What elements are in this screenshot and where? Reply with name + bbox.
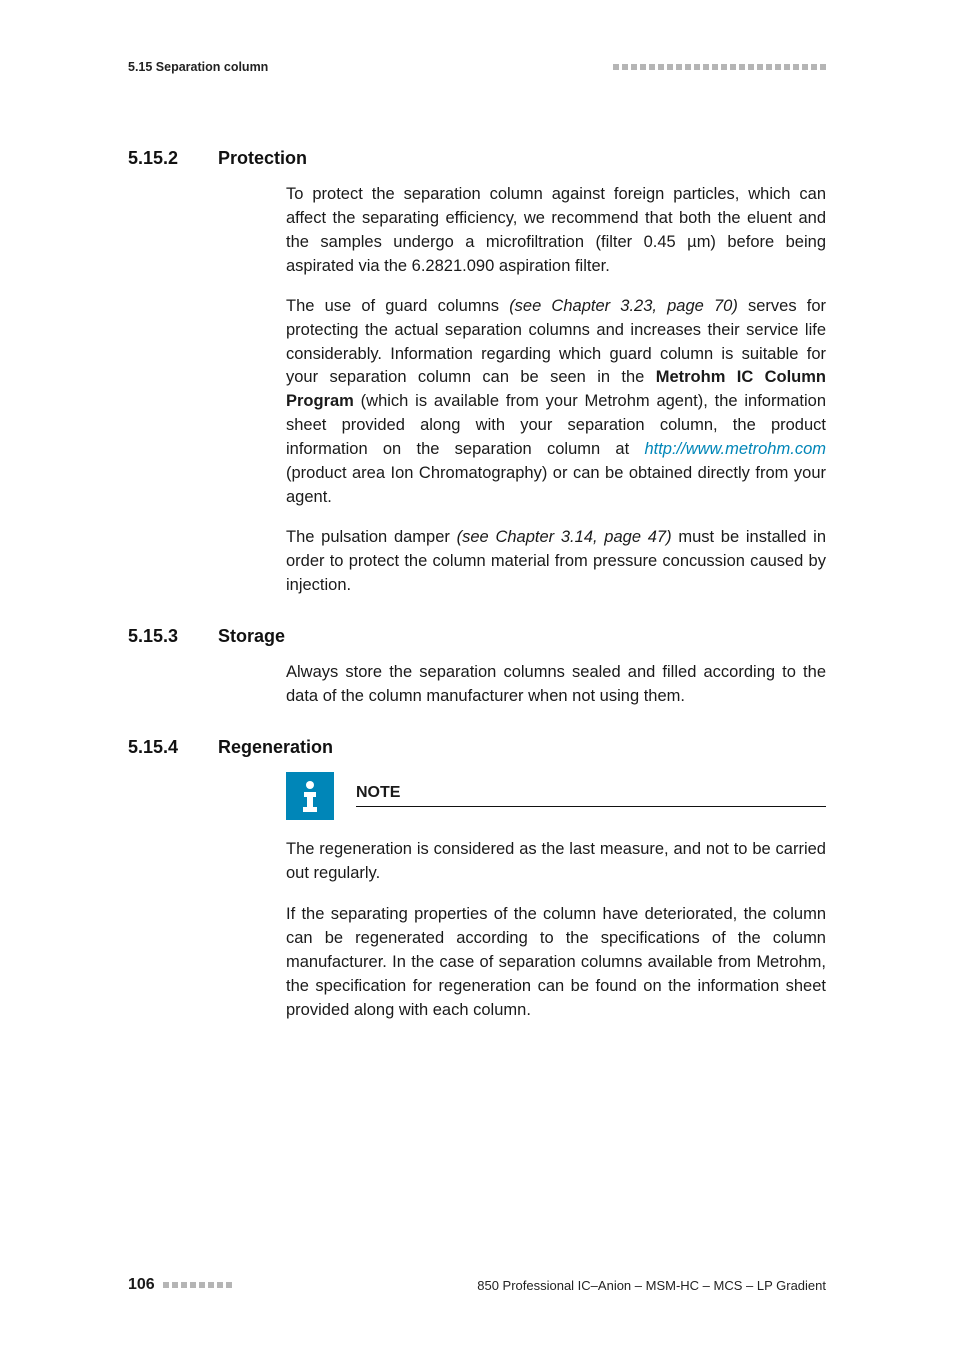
decor-square — [703, 64, 709, 70]
hyperlink[interactable]: http://www.metrohm.com — [644, 440, 826, 458]
header-decor — [613, 64, 826, 70]
decor-square — [172, 1282, 178, 1288]
paragraph: The pulsation damper (see Chapter 3.14, … — [286, 526, 826, 598]
section-number: 5.15.4 — [128, 737, 190, 758]
text-run: The use of guard columns — [286, 297, 509, 315]
note-box: NOTE The regeneration is considered as th… — [286, 772, 826, 886]
paragraph: The use of guard columns (see Chapter 3.… — [286, 295, 826, 510]
section-heading: 5.15.2 Protection — [128, 148, 826, 169]
decor-square — [622, 64, 628, 70]
content-area: 5.15.2 Protection To protect the separatio… — [0, 82, 954, 1023]
running-header: 5.15 Separation column — [0, 60, 954, 82]
section-body: To protect the separation column against… — [286, 183, 826, 598]
decor-square — [739, 64, 745, 70]
decor-square — [208, 1282, 214, 1288]
note-label-wrap: NOTE — [356, 784, 826, 807]
footer-doc-title: 850 Professional IC–Anion – MSM-HC – MCS… — [477, 1278, 826, 1293]
decor-square — [199, 1282, 205, 1288]
page-number: 106 — [128, 1276, 155, 1294]
info-icon — [286, 772, 334, 820]
decor-square — [181, 1282, 187, 1288]
decor-square — [163, 1282, 169, 1288]
paragraph: If the separating properties of the colu… — [286, 903, 826, 1023]
decor-square — [190, 1282, 196, 1288]
decor-square — [712, 64, 718, 70]
running-head-text: 5.15 Separation column — [128, 60, 268, 74]
footer-decor — [163, 1282, 232, 1288]
decor-square — [226, 1282, 232, 1288]
decor-square — [217, 1282, 223, 1288]
section-heading: 5.15.3 Storage — [128, 626, 826, 647]
section-title: Storage — [218, 626, 285, 647]
text-run: (see Chapter 3.23, page 70) — [509, 297, 738, 315]
decor-square — [667, 64, 673, 70]
paragraph: Always store the separation columns seal… — [286, 661, 826, 709]
decor-square — [820, 64, 826, 70]
section-title: Regeneration — [218, 737, 333, 758]
text-run: The pulsation damper — [286, 528, 457, 546]
decor-square — [721, 64, 727, 70]
section-number: 5.15.3 — [128, 626, 190, 647]
decor-square — [748, 64, 754, 70]
footer-left: 106 — [128, 1276, 232, 1294]
text-run: (see Chapter 3.14, page 47) — [457, 528, 672, 546]
section-title: Protection — [218, 148, 307, 169]
decor-square — [631, 64, 637, 70]
decor-square — [793, 64, 799, 70]
decor-square — [676, 64, 682, 70]
decor-square — [784, 64, 790, 70]
decor-square — [811, 64, 817, 70]
decor-square — [757, 64, 763, 70]
decor-square — [775, 64, 781, 70]
decor-square — [766, 64, 772, 70]
decor-square — [640, 64, 646, 70]
decor-square — [694, 64, 700, 70]
section-body: Always store the separation columns seal… — [286, 661, 826, 709]
decor-square — [649, 64, 655, 70]
paragraph: To protect the separation column against… — [286, 183, 826, 279]
text-run: If the separating properties of the colu… — [286, 905, 826, 1019]
decor-square — [613, 64, 619, 70]
text-run: (product area Ion Chromatography) or can… — [286, 464, 826, 506]
section-heading: 5.15.4 Regeneration — [128, 737, 826, 758]
decor-square — [802, 64, 808, 70]
text-run: Always store the separation columns seal… — [286, 663, 826, 705]
note-text: The regeneration is considered as the la… — [286, 838, 826, 886]
decor-square — [685, 64, 691, 70]
page-footer: 106 850 Professional IC–Anion – MSM-HC –… — [128, 1276, 826, 1294]
decor-square — [730, 64, 736, 70]
text-run: To protect the separation column against… — [286, 185, 826, 275]
section-number: 5.15.2 — [128, 148, 190, 169]
note-label: NOTE — [356, 784, 826, 807]
page: 5.15 Separation column 5.15.2 Protection T… — [0, 0, 954, 1350]
note-head: NOTE — [286, 772, 826, 820]
decor-square — [658, 64, 664, 70]
section-body: If the separating properties of the colu… — [286, 903, 826, 1023]
